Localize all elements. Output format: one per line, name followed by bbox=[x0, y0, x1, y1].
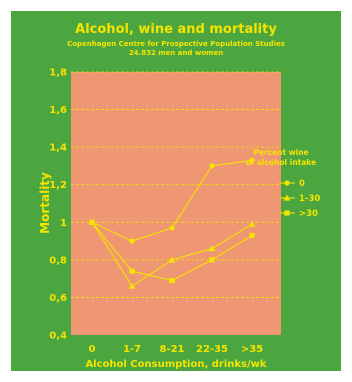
legend-title-line-1: Percent wine bbox=[253, 148, 308, 157]
y-tick-label: 1,8 bbox=[49, 68, 67, 79]
chart-frame: Alcohol, wine and mortality Copenhagen C… bbox=[11, 11, 341, 371]
x-tick-labels: 0 1-7 8-21 22-35 >35 bbox=[89, 344, 264, 355]
legend-title-line-2: of alcohol intake bbox=[246, 158, 316, 167]
data-point bbox=[209, 163, 215, 169]
legend-marker bbox=[284, 180, 290, 186]
legend-label: 0 bbox=[299, 179, 305, 189]
x-tick-label: 1-7 bbox=[123, 344, 141, 355]
data-point bbox=[129, 268, 135, 274]
y-tick-label: 0,6 bbox=[49, 293, 67, 304]
y-tick-label: 1 bbox=[60, 218, 67, 229]
y-axis-label: Mortality bbox=[38, 172, 52, 234]
data-point bbox=[209, 257, 215, 263]
y-tick-label: 1,6 bbox=[49, 105, 67, 116]
x-tick-label: >35 bbox=[241, 344, 263, 355]
y-tick-labels: 0,4 0,6 0,8 1 1,2 1,4 1,6 1,8 bbox=[49, 68, 67, 342]
data-point bbox=[248, 220, 256, 227]
y-tick-label: 0,4 bbox=[49, 331, 67, 342]
legend-label: >30 bbox=[299, 209, 318, 219]
chart-subtitle-line-2: 24.832 men and women bbox=[129, 49, 223, 57]
chart-subtitle-line-1: Copenhagen Centre for Prospective Popula… bbox=[67, 40, 285, 48]
series-lines bbox=[88, 157, 256, 289]
data-point bbox=[128, 282, 136, 289]
legend-label: 1-30 bbox=[299, 194, 320, 204]
data-point bbox=[169, 225, 175, 231]
x-tick-label: 0 bbox=[89, 344, 96, 355]
x-axis-label: Alcohol Consumption, drinks/wk bbox=[85, 359, 266, 370]
legend-marker bbox=[284, 210, 290, 216]
legend-marker bbox=[283, 194, 291, 201]
chart: Alcohol, wine and mortality Copenhagen C… bbox=[38, 22, 321, 370]
data-point bbox=[89, 219, 95, 225]
chart-title: Alcohol, wine and mortality bbox=[75, 22, 277, 37]
data-point bbox=[129, 238, 135, 244]
plot-area bbox=[71, 72, 281, 335]
data-point bbox=[169, 277, 175, 284]
data-point bbox=[249, 232, 255, 239]
y-tick-label: 1,4 bbox=[49, 143, 67, 154]
legend: Percent wine of alcohol intake 0 1-30 >30 bbox=[246, 148, 321, 219]
data-point bbox=[208, 245, 216, 252]
x-tick-label: 22-35 bbox=[196, 344, 228, 355]
y-tick-label: 1,2 bbox=[49, 180, 67, 191]
y-tick-label: 0,8 bbox=[49, 255, 67, 266]
x-tick-label: 8-21 bbox=[159, 344, 184, 355]
data-point bbox=[249, 157, 255, 163]
data-point bbox=[168, 256, 176, 263]
